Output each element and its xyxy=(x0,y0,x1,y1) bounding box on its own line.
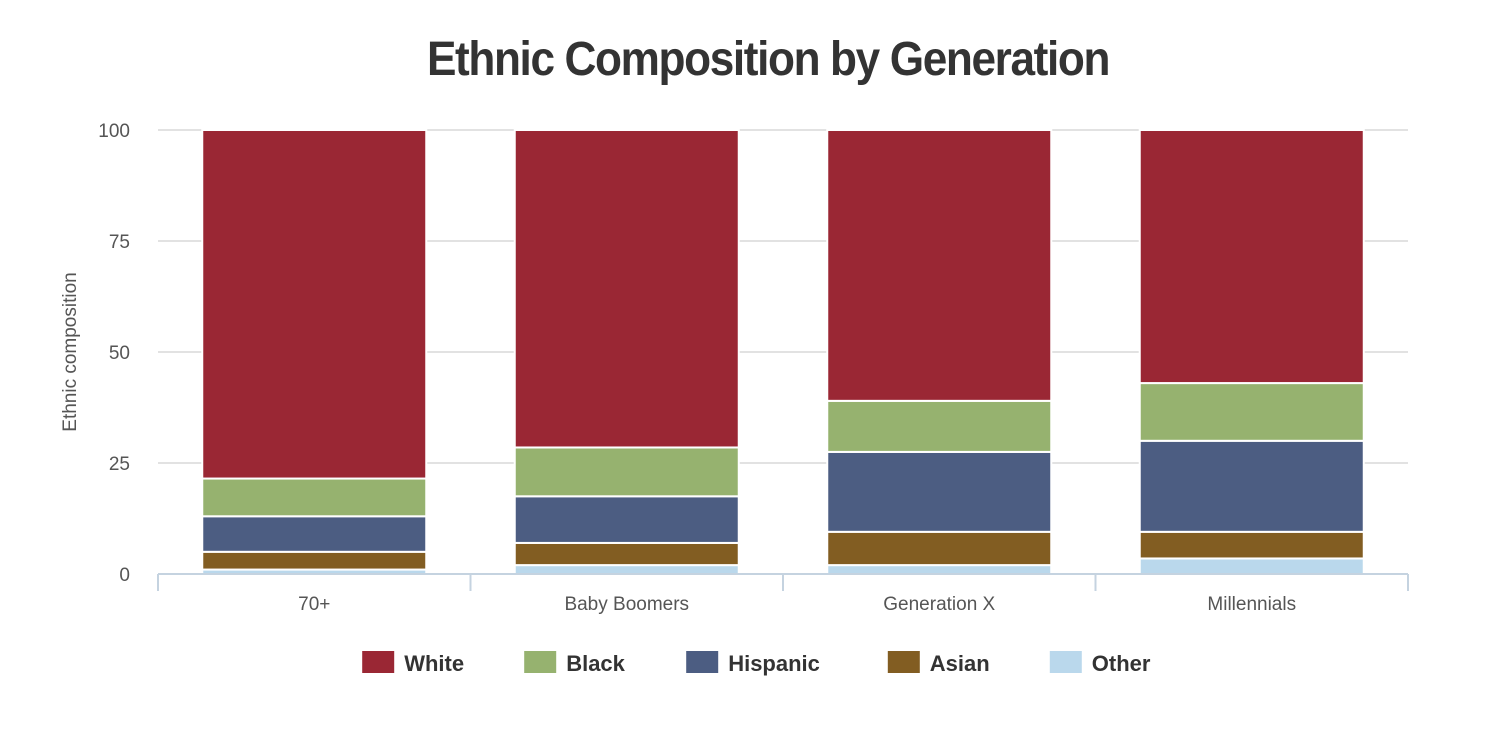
bar-millennials-hispanic xyxy=(1138,439,1365,533)
bar-generation-x-hispanic xyxy=(826,450,1053,533)
bar-70-black xyxy=(201,477,428,518)
bar-generation-x-white xyxy=(826,129,1053,402)
bar-millennials-other xyxy=(1138,557,1365,576)
bar-generation-x-other xyxy=(826,564,1053,575)
legend-swatch-white xyxy=(362,651,395,673)
legend-item-white[interactable]: White xyxy=(362,651,464,676)
y-tick-label-75: 75 xyxy=(109,232,130,253)
legend-label-white: White xyxy=(404,651,464,676)
legend-label-hispanic: Hispanic xyxy=(728,651,820,676)
legend-label-other: Other xyxy=(1092,651,1151,676)
bar-millennials-white xyxy=(1138,129,1365,385)
legend-swatch-asian xyxy=(887,651,920,673)
bar-baby-boomers-black xyxy=(513,446,740,498)
bar-70-hispanic xyxy=(201,515,428,553)
bar-70-asian xyxy=(201,550,428,571)
legend-item-black[interactable]: Black xyxy=(524,651,626,676)
legend: White Black Hispanic Asian Other xyxy=(362,651,1151,676)
legend-label-asian: Asian xyxy=(930,651,990,676)
legend-item-asian[interactable]: Asian xyxy=(887,651,990,676)
legend-swatch-other xyxy=(1049,651,1082,673)
axes: 0 25 50 75 100 Ethnic composition 70+ Baby Boom… xyxy=(60,121,1409,615)
bar-baby-boomers-hispanic xyxy=(513,495,740,544)
legend-swatch-hispanic xyxy=(686,651,719,673)
legend-item-hispanic[interactable]: Hispanic xyxy=(686,651,820,676)
x-tick-label-generation-x: Generation X xyxy=(883,594,995,615)
y-tick-label-0: 0 xyxy=(119,565,130,586)
bar-millennials-black xyxy=(1138,382,1365,442)
y-tick-label-50: 50 xyxy=(109,343,130,364)
legend-item-other[interactable]: Other xyxy=(1049,651,1151,676)
x-tick-label-70: 70+ xyxy=(298,594,330,615)
legend-label-black: Black xyxy=(566,651,625,676)
y-axis-title: Ethnic composition xyxy=(60,272,81,431)
chart-title: Ethnic Composition by Generation xyxy=(426,33,1110,86)
bar-generation-x-asian xyxy=(826,530,1053,567)
bar-millennials-asian xyxy=(1138,530,1365,560)
bar-generation-x-black xyxy=(826,399,1053,453)
bar-baby-boomers-other xyxy=(513,564,740,575)
legend-swatch-black xyxy=(524,651,557,673)
x-tick-label-baby-boomers: Baby Boomers xyxy=(564,594,689,615)
y-tick-label-25: 25 xyxy=(109,454,130,475)
x-tick-label-millennials: Millennials xyxy=(1207,594,1296,615)
bar-70-white xyxy=(201,129,428,480)
bar-baby-boomers-white xyxy=(513,129,740,449)
y-tick-label-100: 100 xyxy=(98,121,130,142)
bar-baby-boomers-asian xyxy=(513,541,740,567)
bars xyxy=(201,129,1365,576)
